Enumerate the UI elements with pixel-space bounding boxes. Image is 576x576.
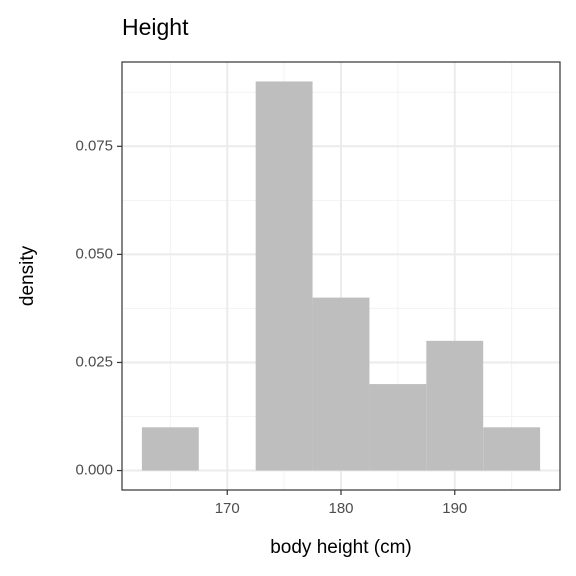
bar <box>369 384 427 471</box>
y-tick-label: 0.075 <box>75 137 113 154</box>
bar <box>312 297 370 471</box>
x-tick-label: 180 <box>328 500 353 517</box>
y-tick-label: 0.000 <box>75 462 113 479</box>
x-axis-label: body height (cm) <box>270 537 412 558</box>
bar <box>483 427 541 471</box>
y-tick-label: 0.025 <box>75 353 113 370</box>
x-tick-label: 170 <box>215 500 240 517</box>
x-tick-label: 190 <box>442 500 467 517</box>
y-tick-label: 0.050 <box>75 245 113 262</box>
bar <box>426 340 484 471</box>
panel-border <box>121 61 561 491</box>
bar <box>141 427 199 471</box>
y-axis-label: density <box>17 245 38 306</box>
bar <box>255 81 313 471</box>
chart-title: Height <box>122 14 189 40</box>
